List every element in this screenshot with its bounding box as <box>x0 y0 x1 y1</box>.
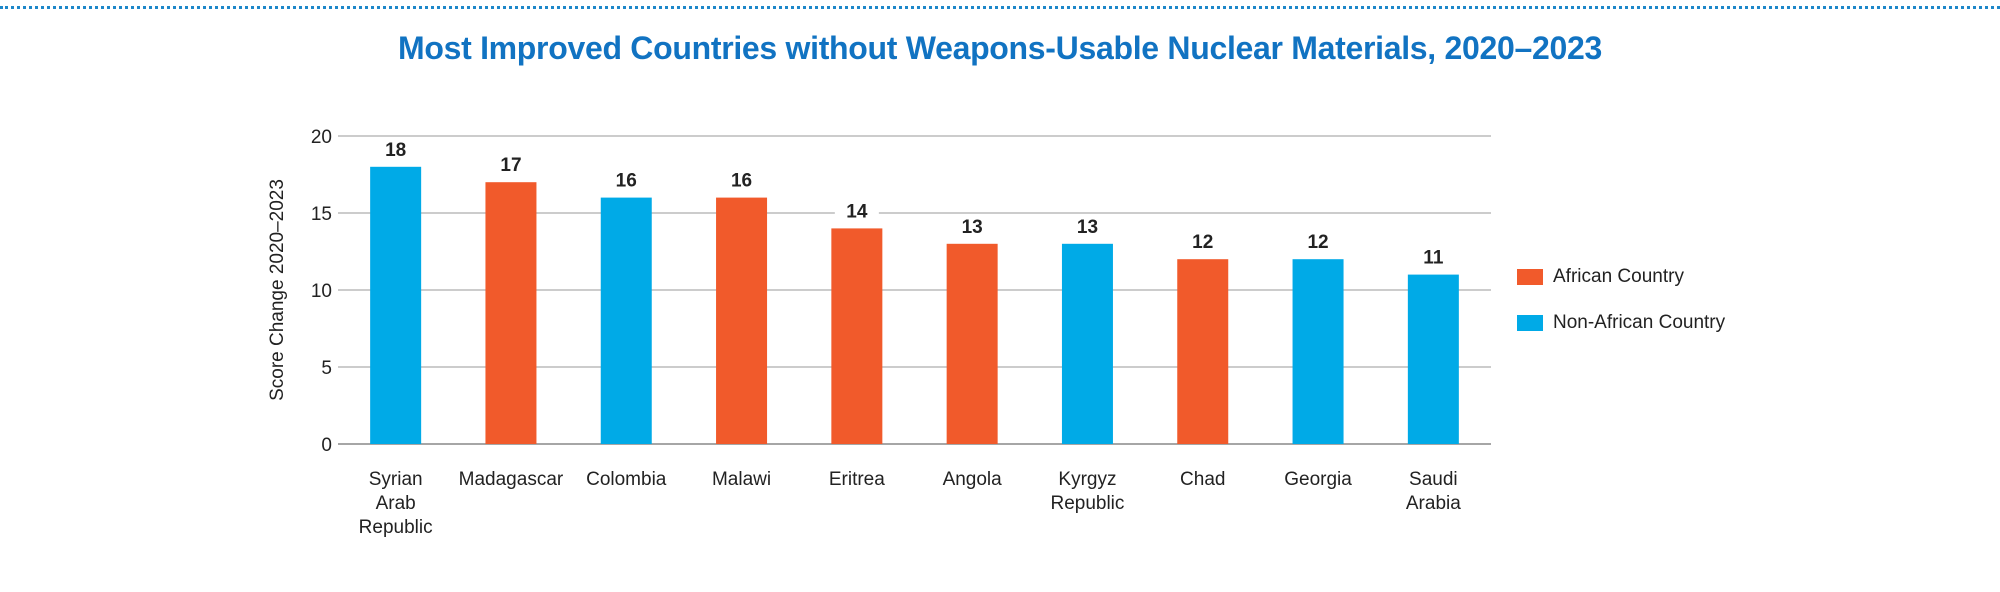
legend-item-african: African Country <box>1517 254 1725 300</box>
x-tick-label: Chad <box>1180 469 1225 490</box>
x-tick-label-line: Chad <box>1180 469 1225 490</box>
data-label-background <box>1065 213 1110 238</box>
data-label: 12 <box>1307 232 1328 253</box>
data-label: 13 <box>962 217 983 238</box>
x-tick-label-line: Republic <box>359 517 433 538</box>
bar <box>1061 243 1113 444</box>
x-tick-label: Malawi <box>712 469 771 490</box>
data-label-background <box>1411 244 1456 269</box>
x-tick-label-line: Arab <box>376 493 416 514</box>
x-tick-label: Madagascar <box>459 469 564 490</box>
y-tick-label: 10 <box>311 281 332 302</box>
x-tick-label-line: Eritrea <box>829 469 885 490</box>
data-label: 11 <box>1423 248 1444 269</box>
dotted-top-border <box>0 6 2000 9</box>
bar <box>831 228 883 444</box>
x-tick-label: Colombia <box>586 469 667 490</box>
x-tick-label: Eritrea <box>829 469 885 490</box>
x-tick-label: Syrian Arab Republic <box>359 469 433 538</box>
bar <box>370 166 422 445</box>
data-label-background <box>834 198 879 223</box>
data-label: 17 <box>500 155 521 176</box>
x-tick-label-line: Colombia <box>586 469 667 490</box>
data-label: 12 <box>1192 232 1213 253</box>
data-label-background <box>950 213 995 238</box>
data-label: 18 <box>385 140 406 161</box>
data-label: 16 <box>731 171 752 192</box>
x-tick-label-line: Kyrgyz <box>1058 469 1116 490</box>
data-label: 16 <box>616 171 637 192</box>
y-tick-label: 5 <box>321 358 332 379</box>
y-axis-title: Score Change 2020–2023 <box>267 179 288 401</box>
x-tick-label-line: Arabia <box>1406 493 1461 514</box>
x-tick-label-line: Madagascar <box>459 469 564 490</box>
bar <box>1177 259 1229 444</box>
legend-item-non-african: Non-African Country <box>1517 300 1725 346</box>
data-label-background <box>1296 229 1341 254</box>
x-tick-label-line: Syrian <box>369 469 423 490</box>
legend-swatch-african <box>1517 269 1543 285</box>
chart-title: Most Improved Countries without Weapons-… <box>398 30 1602 66</box>
y-tick-label: 15 <box>311 204 332 225</box>
legend-label-african: African Country <box>1553 266 1684 287</box>
bar <box>600 197 652 444</box>
x-tick-label-line: Republic <box>1050 493 1124 514</box>
bar <box>716 197 768 444</box>
bar <box>946 243 998 444</box>
y-tick-label: 0 <box>321 435 332 456</box>
data-label-background <box>604 167 649 192</box>
x-tick-label: Georgia <box>1284 469 1352 490</box>
data-label-background <box>488 152 533 177</box>
data-label-background <box>719 167 764 192</box>
bar <box>1407 274 1459 444</box>
legend-label-non-african: Non-African Country <box>1553 312 1726 333</box>
x-tick-label-line: Angola <box>943 469 1003 490</box>
data-label-background <box>1180 229 1225 254</box>
data-label: 13 <box>1077 217 1098 238</box>
bar <box>485 182 537 444</box>
x-tick-label: Saudi Arabia <box>1406 469 1461 514</box>
data-label-background <box>373 136 418 161</box>
x-tick-label-line: Georgia <box>1284 469 1352 490</box>
bar <box>1292 259 1344 444</box>
y-tick-label: 20 <box>311 127 332 148</box>
chart-legend: African Country Non-African Country <box>1517 254 1725 346</box>
x-tick-label-line: Malawi <box>712 469 771 490</box>
data-label: 14 <box>846 201 868 222</box>
x-tick-label-line: Saudi <box>1409 469 1458 490</box>
legend-swatch-non-african <box>1517 315 1543 331</box>
x-tick-label: Kyrgyz Republic <box>1050 469 1124 514</box>
x-tick-label: Angola <box>943 469 1003 490</box>
